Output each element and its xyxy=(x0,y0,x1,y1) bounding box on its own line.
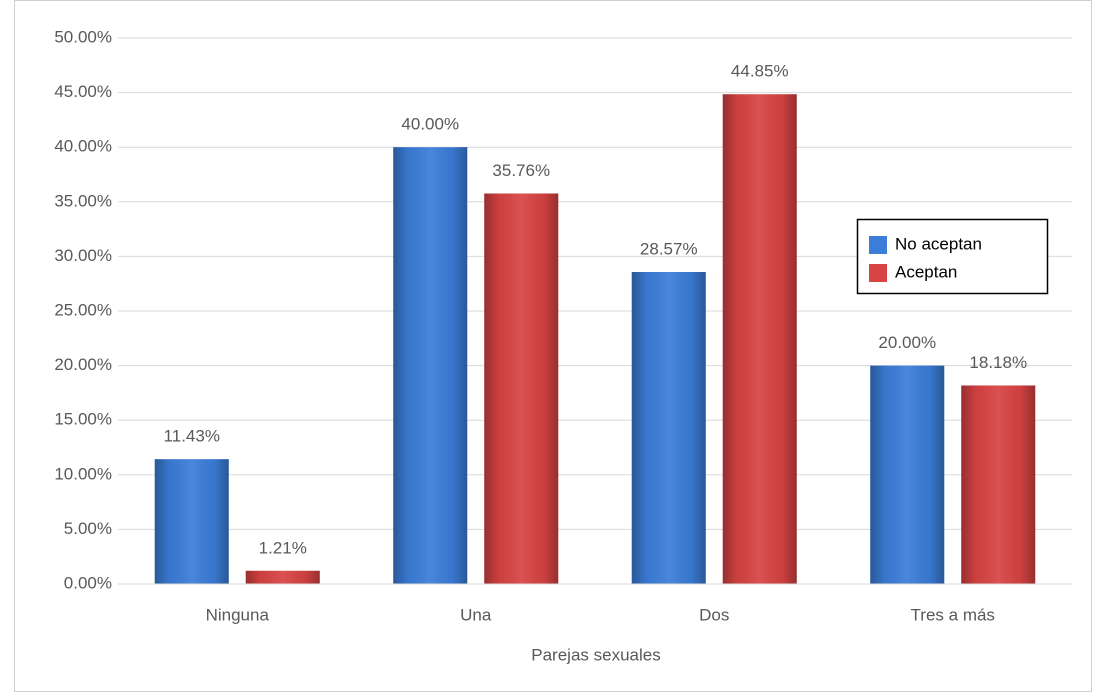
data-label: 20.00% xyxy=(878,333,936,352)
y-tick-label: 50.00% xyxy=(54,27,112,46)
legend-label: No aceptan xyxy=(895,234,982,253)
data-label: 28.57% xyxy=(640,239,698,258)
legend-swatch xyxy=(869,236,887,254)
x-tick-label: Ninguna xyxy=(206,605,270,624)
x-tick-label: Dos xyxy=(699,605,729,624)
bar-shading xyxy=(722,94,797,584)
bar-shading xyxy=(631,272,706,584)
y-tick-label: 45.00% xyxy=(54,82,112,101)
bar-shading xyxy=(393,147,468,584)
bar-shading xyxy=(484,193,559,584)
y-tick-label: 5.00% xyxy=(64,519,112,538)
y-tick-label: 25.00% xyxy=(54,300,112,319)
x-tick-label: Tres a más xyxy=(911,605,995,624)
data-label: 18.18% xyxy=(969,353,1027,372)
legend-swatch xyxy=(869,264,887,282)
bar-shading xyxy=(870,365,945,584)
bar-shading xyxy=(245,570,320,584)
data-label: 44.85% xyxy=(731,62,789,81)
y-tick-label: 40.00% xyxy=(54,137,112,156)
legend-box xyxy=(856,218,1049,295)
data-label: 40.00% xyxy=(401,115,459,134)
bar-shading xyxy=(961,385,1036,584)
x-axis-label: Parejas sexuales xyxy=(531,645,660,664)
data-label: 11.43% xyxy=(164,427,220,446)
x-tick-label: Una xyxy=(460,605,492,624)
data-label: 35.76% xyxy=(492,161,550,180)
y-tick-label: 10.00% xyxy=(54,464,112,483)
y-tick-label: 30.00% xyxy=(54,246,112,265)
bar-shading xyxy=(154,459,229,584)
y-tick-label: 20.00% xyxy=(54,355,112,374)
legend-label: Aceptan xyxy=(895,262,957,281)
y-tick-label: 35.00% xyxy=(54,191,112,210)
data-label: 1.21% xyxy=(259,538,307,557)
y-tick-label: 15.00% xyxy=(54,410,112,429)
y-tick-label: 0.00% xyxy=(64,573,112,592)
